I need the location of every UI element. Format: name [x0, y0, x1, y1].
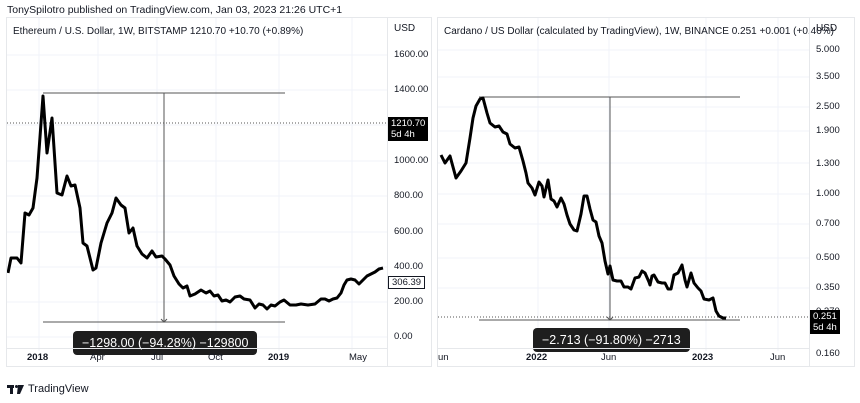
- ada-legend: Cardano / US Dollar (calculated by Tradi…: [444, 26, 835, 37]
- ada-ytick: 0.500: [816, 252, 840, 263]
- eth-ytick: 800.00: [394, 190, 424, 201]
- eth-last-price-tag: 1210.70 5d 4h: [388, 117, 429, 141]
- ada-xtick: 2022: [526, 352, 548, 363]
- eth-ytick: 400.00: [394, 261, 424, 272]
- eth-xtick: Apr: [90, 352, 105, 363]
- ada-ytick: 5.000: [816, 44, 840, 55]
- ada-ytick: 2.500: [816, 101, 840, 112]
- eth-xtick: 2018: [27, 352, 49, 363]
- ada-time-axis[interactable]: un 2022 Jun 2023 Jun: [438, 348, 809, 366]
- eth-legend: Ethereum / U.S. Dollar, 1W, BITSTAMP 121…: [13, 26, 304, 37]
- eth-chart-panel[interactable]: Ethereum / U.S. Dollar, 1W, BITSTAMP 121…: [6, 17, 432, 367]
- eth-xtick: May: [349, 352, 367, 363]
- ada-last-price-tag: 0.251 5d 4h: [810, 310, 840, 334]
- ada-ytick: 1.900: [816, 125, 840, 136]
- ada-ytick: 0.350: [816, 282, 840, 293]
- published-caption: TonySpilotro published on TradingView.co…: [7, 4, 343, 16]
- ada-ytick: 0.700: [816, 218, 840, 229]
- ada-currency-label: USD: [816, 23, 838, 34]
- tradingview-brand-label: TradingView: [28, 383, 89, 395]
- eth-countdown: 5d 4h: [391, 129, 415, 140]
- eth-ytick: 0.00: [394, 331, 413, 342]
- eth-time-axis[interactable]: 2018 Apr Jul Oct 2019 May: [7, 348, 387, 366]
- eth-measure-label: −1298.00 (−94.28%) −129800: [73, 331, 258, 355]
- eth-cursor-price-tag: 306.39: [388, 276, 426, 289]
- ada-ytick: 0.160: [816, 348, 840, 359]
- eth-ytick: 1400.00: [394, 84, 429, 95]
- ada-ytick: 1.300: [816, 158, 840, 169]
- eth-xtick: Oct: [208, 352, 223, 363]
- eth-ytick: 1000.00: [394, 155, 429, 166]
- footer-brand[interactable]: TradingView: [7, 383, 89, 395]
- ada-xtick: un: [438, 352, 449, 363]
- ada-xtick: Jun: [601, 352, 617, 363]
- ada-ytick: 1.000: [816, 188, 840, 199]
- ada-xtick: 2023: [692, 352, 714, 363]
- eth-currency-label: USD: [394, 23, 416, 34]
- eth-xtick: 2019: [268, 352, 290, 363]
- eth-xtick: Jul: [151, 352, 164, 363]
- eth-ytick: 200.00: [394, 296, 424, 307]
- ada-countdown: 5d 4h: [813, 322, 837, 333]
- eth-ytick: 1600.00: [394, 49, 429, 60]
- ada-plot-area[interactable]: [438, 18, 809, 351]
- tradingview-logo-icon: [7, 384, 24, 394]
- ada-chart-panel[interactable]: Cardano / US Dollar (calculated by Tradi…: [437, 17, 855, 367]
- eth-price-axis[interactable]: USD 1600.00 1400.00 1000.00 800.00 600.0…: [387, 18, 433, 366]
- ada-last-price: 0.251: [813, 311, 837, 322]
- eth-last-price: 1210.70: [391, 118, 426, 129]
- ada-ytick: 3.500: [816, 71, 840, 82]
- ada-price-axis[interactable]: USD 5.000 3.500 2.500 1.900 1.300 1.000 …: [809, 18, 856, 366]
- eth-plot-area[interactable]: [7, 18, 387, 351]
- eth-ytick: 600.00: [394, 226, 424, 237]
- ada-xtick: Jun: [770, 352, 786, 363]
